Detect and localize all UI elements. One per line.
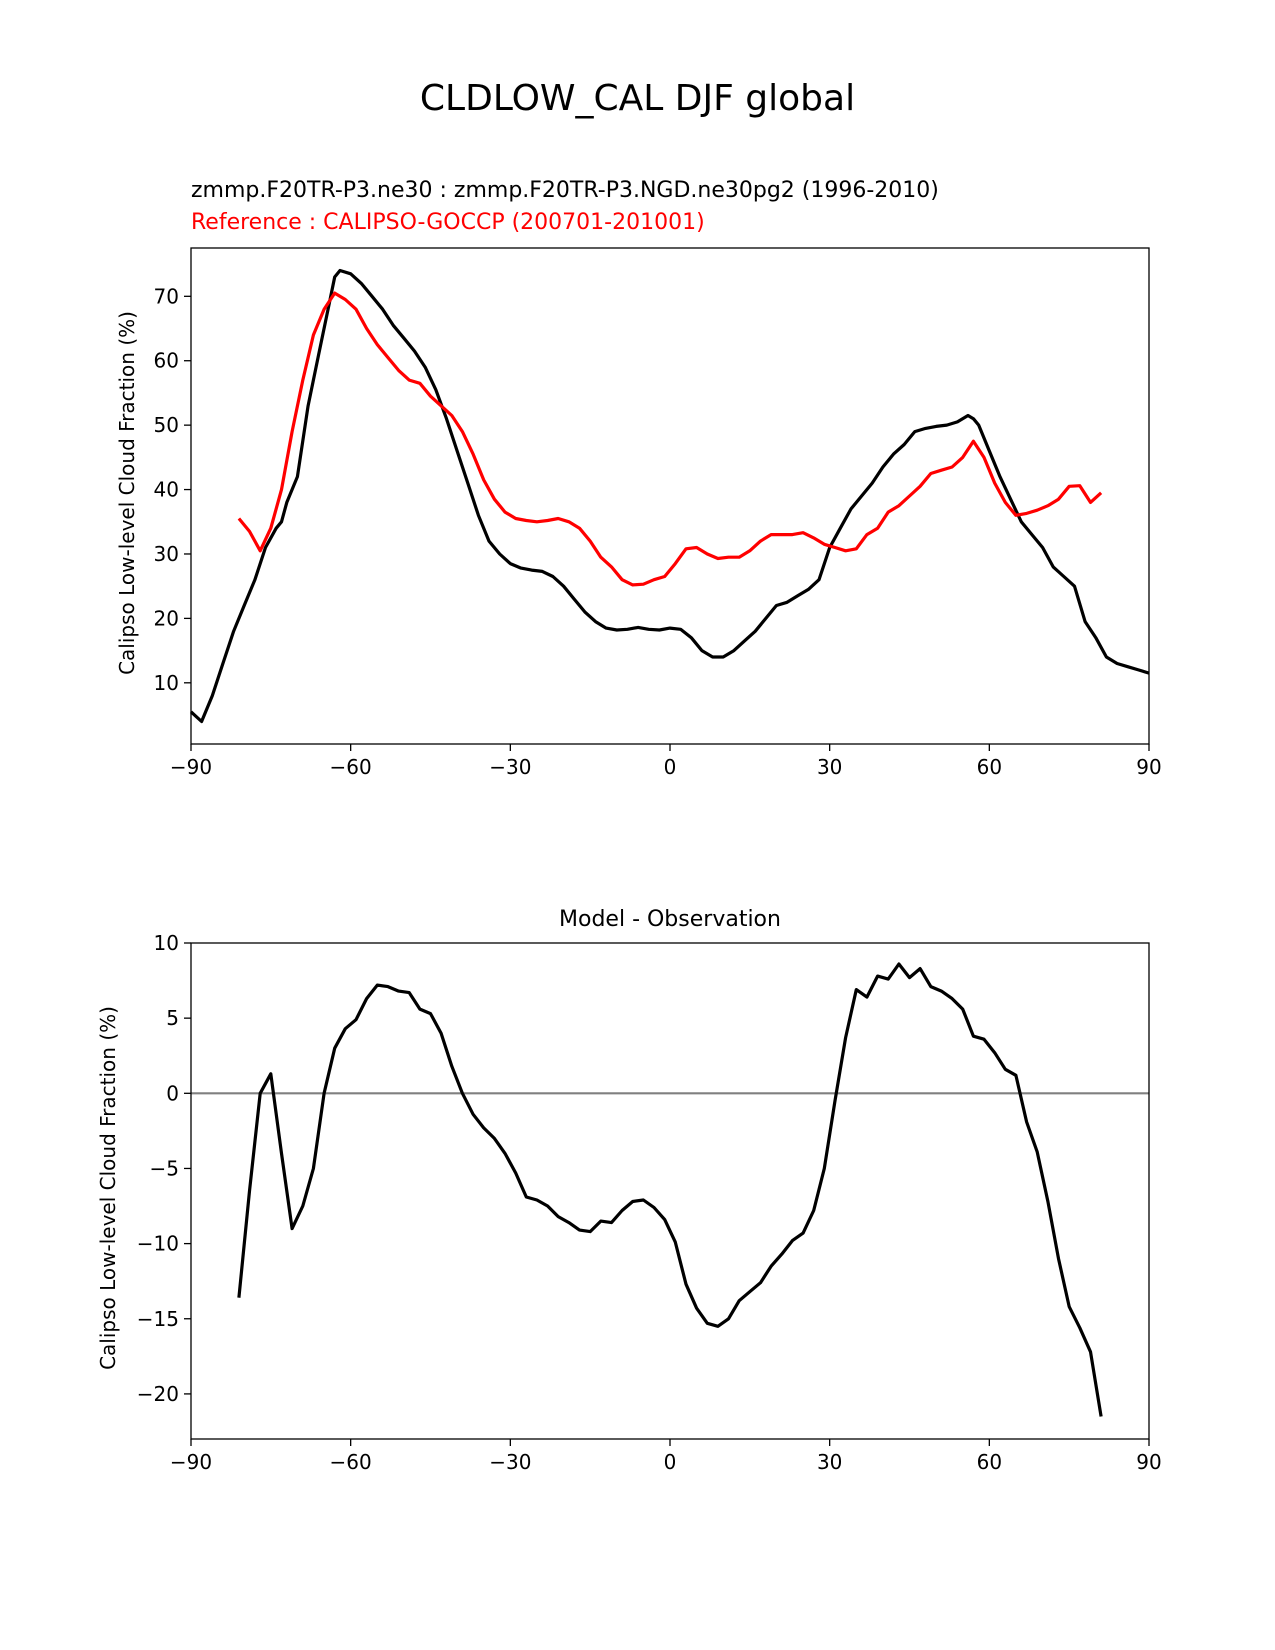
y-tick-label: −10 [137,1232,179,1256]
x-tick-label: −90 [170,755,212,779]
y-tick-label: 10 [154,671,179,695]
x-tick-label: −60 [330,1450,372,1474]
y-tick-label: 70 [154,284,179,308]
top-panel-subtitle: zmmp.F20TR-P3.ne30 : zmmp.F20TR-P3.NGD.n… [191,178,939,203]
reference-label: Reference : CALIPSO-GOCCP (200701-201001… [191,210,705,235]
series-line-difference [237,962,1103,1417]
bottom-panel: Model - Observation Calipso Low-level Cl… [96,907,1162,1474]
y-tick-label: 0 [166,1081,179,1105]
y-tick-label: 40 [154,478,179,502]
bottom-panel-frame [190,942,1150,1440]
x-tick-label: 0 [664,1450,677,1474]
y-tick-label: 30 [154,542,179,566]
top-panel-ylabel: Calipso Low-level Cloud Fraction (%) [115,311,139,675]
top-panel-frame [190,247,1150,745]
series-line-model [189,268,1150,724]
y-tick-label: −15 [137,1307,179,1331]
x-tick-label: −90 [170,1450,212,1474]
x-tick-label: −30 [489,1450,531,1474]
x-tick-label: −60 [330,755,372,779]
x-tick-label: 0 [664,755,677,779]
figure-title: CLDLOW_CAL DJF global [420,78,855,119]
x-tick-label: 30 [817,755,842,779]
top-panel-axes: −90 −60 −30 0 30 60 90 10 20 30 40 50 60 70 [154,284,1162,779]
y-tick-label: 20 [154,606,179,630]
bottom-panel-ylabel: Calipso Low-level Cloud Fraction (%) [96,1006,120,1370]
x-tick-label: −30 [489,755,531,779]
x-tick-label: 60 [977,1450,1002,1474]
top-panel-series [189,268,1150,724]
x-tick-label: 30 [817,1450,842,1474]
series-line-reference [237,291,1103,587]
x-tick-label: 90 [1136,755,1161,779]
y-tick-label: 50 [154,413,179,437]
bottom-panel-title: Model - Observation [559,907,781,932]
y-tick-label: −5 [150,1156,179,1180]
y-tick-label: 10 [154,931,179,955]
y-tick-label: 5 [166,1006,179,1030]
bottom-panel-axes: −90 −60 −30 0 30 60 90 10 5 0 −5 −10 −15 −20 [137,931,1162,1474]
y-tick-label: −20 [137,1382,179,1406]
x-tick-label: 60 [977,755,1002,779]
top-panel: zmmp.F20TR-P3.ne30 : zmmp.F20TR-P3.NGD.n… [115,178,1162,779]
y-tick-label: 60 [154,349,179,373]
x-tick-label: 90 [1136,1450,1161,1474]
bottom-panel-series [191,962,1149,1417]
